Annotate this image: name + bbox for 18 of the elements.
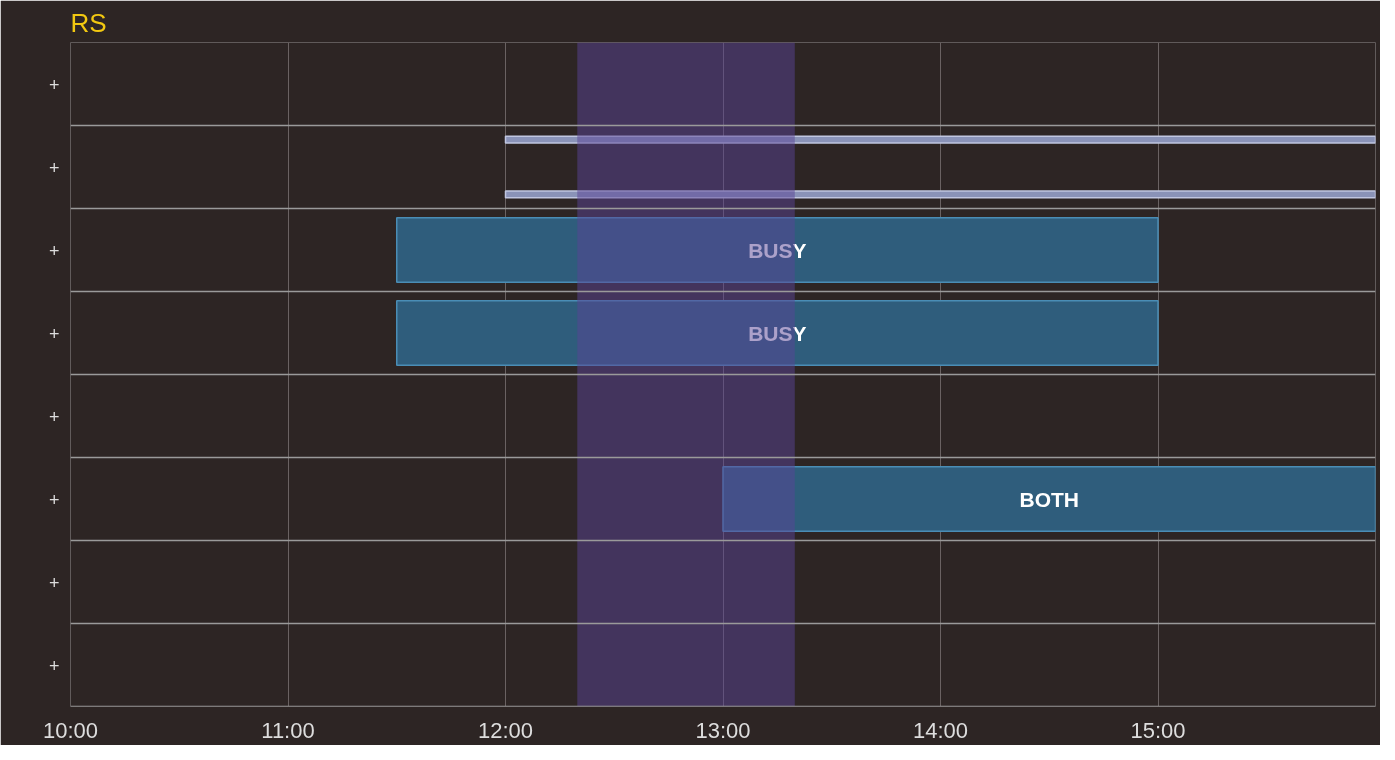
y-tick-label: + xyxy=(48,157,60,178)
data-label: BOTH xyxy=(1019,487,1079,511)
x-tick-label: 15:00 xyxy=(1130,717,1186,743)
data-label: BUSY xyxy=(748,238,807,262)
y-tick-label: + xyxy=(48,572,60,593)
y-tick-label: + xyxy=(48,655,60,676)
y-tick-label: + xyxy=(48,406,60,427)
x-tick-label: 14:00 xyxy=(912,717,969,743)
chart-title: RS xyxy=(70,7,107,38)
y-tick-label: + xyxy=(48,489,60,510)
x-tick-label: 13:00 xyxy=(695,717,751,743)
y-tick-label: + xyxy=(48,323,60,344)
data-label: BUSY xyxy=(748,321,807,345)
x-tick-label: 11:00 xyxy=(261,717,315,743)
x-tick-label: 12:00 xyxy=(477,717,534,743)
y-tick-label: + xyxy=(48,240,60,261)
x-tick-label: 10:00 xyxy=(42,717,99,743)
y-tick-label: + xyxy=(48,74,60,95)
